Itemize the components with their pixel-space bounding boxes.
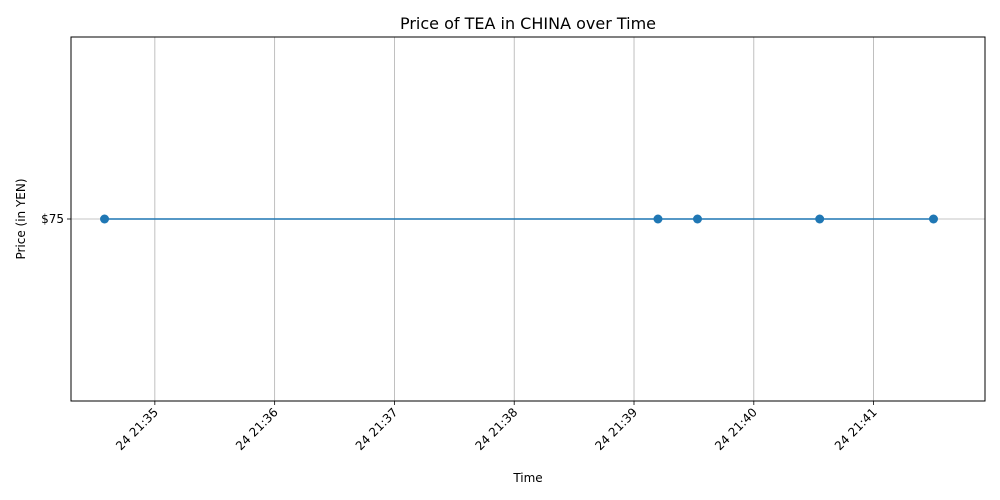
series-layer	[100, 214, 938, 224]
data-point	[928, 214, 938, 224]
y-tick-label: $75	[41, 212, 64, 226]
chart-title: Price of TEA in CHINA over Time	[400, 14, 656, 33]
x-axis-ticks: 24 21:35 24 21:36 24 21:37 24 21:38 24 21:39…	[113, 401, 880, 453]
x-tick-label: 24 21:40	[712, 405, 760, 453]
x-tick-label: 24 21:35	[113, 405, 161, 453]
y-axis-ticks: $75	[41, 212, 71, 226]
data-point	[653, 214, 663, 224]
x-tick-label: 24 21:36	[233, 405, 281, 453]
x-tick-label: 24 21:38	[472, 405, 520, 453]
data-point	[100, 214, 110, 224]
data-point	[693, 214, 703, 224]
x-tick-label: 24 21:41	[832, 405, 880, 453]
data-point	[815, 214, 825, 224]
x-tick-label: 24 21:39	[592, 405, 640, 453]
x-tick-label: 24 21:37	[353, 405, 401, 453]
x-axis-label: Time	[512, 471, 542, 485]
y-axis-label: Price (in YEN)	[14, 178, 28, 259]
